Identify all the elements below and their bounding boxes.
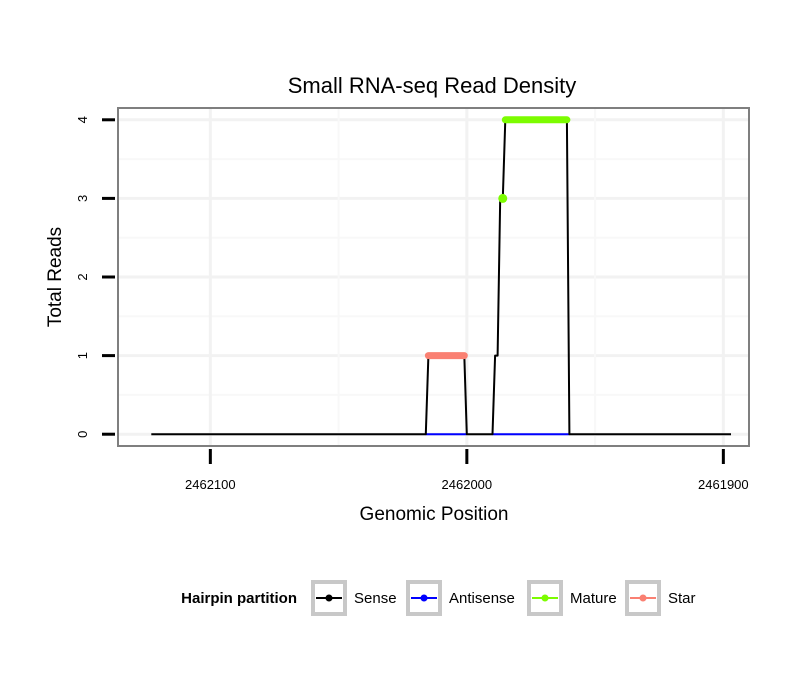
legend: Hairpin partition Sense Antisense Mature St… (181, 580, 696, 616)
series-layer (151, 116, 731, 436)
y-tick-label: 1 (75, 352, 90, 359)
x-tick-label: 2462100 (185, 477, 236, 492)
y-tick-label: 2 (75, 273, 90, 280)
x-tick-label: 2462000 (442, 477, 493, 492)
legend-title: Hairpin partition (181, 590, 297, 607)
y-axis: 0 1 2 3 4 (75, 116, 115, 438)
legend-label-antisense: Antisense (449, 590, 515, 607)
mature-point (498, 193, 508, 203)
y-axis-label: Total Reads (45, 227, 66, 327)
legend-label-mature: Mature (570, 590, 617, 607)
legend-label-sense: Sense (354, 590, 397, 607)
grid (119, 109, 748, 445)
legend-key-point (420, 594, 428, 602)
x-tick-label: 2461900 (698, 477, 749, 492)
chart-title: Small RNA-seq Read Density (288, 73, 577, 98)
x-axis-label: Genomic Position (360, 504, 509, 525)
y-tick-label: 3 (75, 195, 90, 202)
x-axis: 2462100 2462000 2461900 (185, 449, 749, 492)
legend-key-point (639, 594, 647, 602)
legend-label-star: Star (668, 590, 696, 607)
y-tick-label: 0 (75, 431, 90, 438)
y-tick-label: 4 (75, 116, 90, 123)
legend-key-point (325, 594, 333, 602)
legend-key-point (541, 594, 549, 602)
